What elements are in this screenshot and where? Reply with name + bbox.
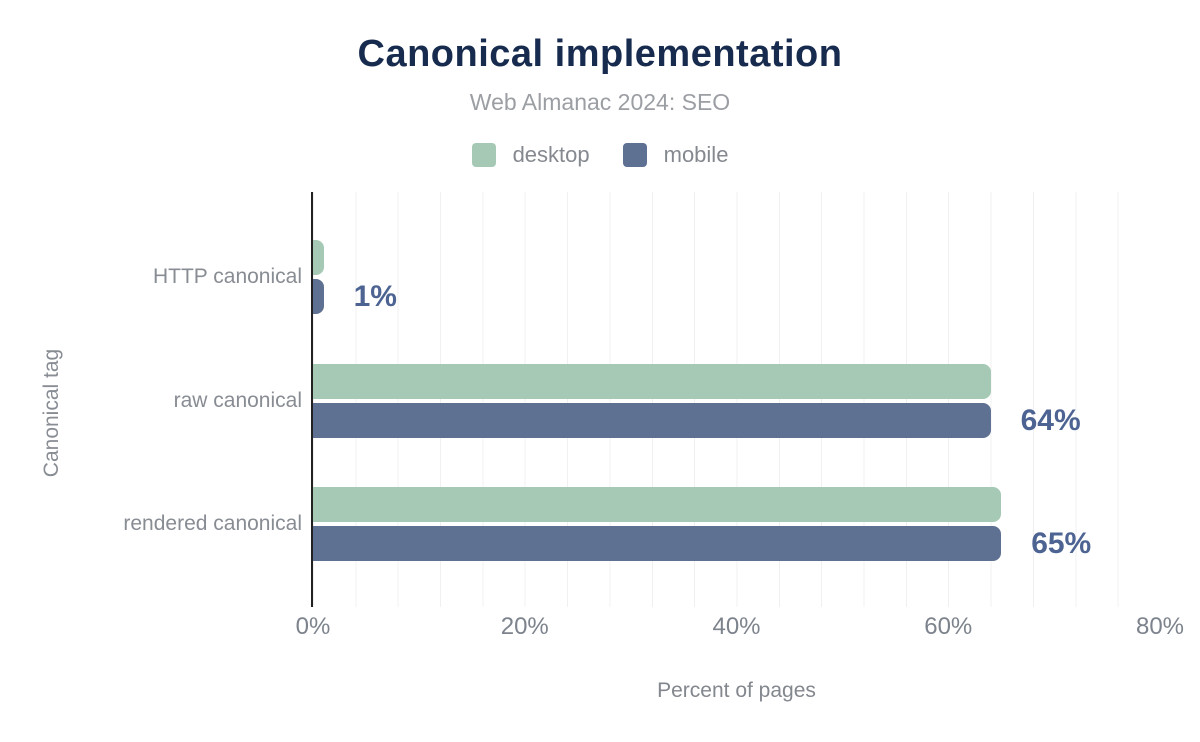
legend-label-mobile: mobile: [663, 142, 729, 167]
legend-item-desktop: desktop: [471, 142, 590, 168]
x-tick-label: 60%: [924, 613, 973, 640]
legend-item-mobile: mobile: [622, 142, 729, 168]
desktop-bar: [313, 363, 991, 399]
mobile-bar: [313, 402, 991, 438]
x-tick-label: 0%: [295, 613, 331, 640]
value-label: 65%: [1031, 527, 1092, 560]
y-axis-line: [311, 192, 313, 607]
chart-subtitle: Web Almanac 2024: SEO: [469, 89, 731, 115]
x-tick-label: 20%: [500, 613, 549, 640]
value-label: 1%: [353, 280, 397, 313]
bar-group: [313, 363, 1160, 438]
bar-group: [313, 487, 1160, 561]
value-label: 64%: [1020, 403, 1081, 437]
legend-label-desktop: desktop: [512, 142, 590, 167]
y-axis-title: Canonical tag: [40, 348, 63, 478]
category-label: rendered canonical: [123, 512, 302, 535]
mobile-bar: [313, 526, 1002, 561]
plot-area: 1% 64% 65%: [311, 192, 1160, 607]
x-tick-label: 40%: [712, 613, 761, 640]
category-label: HTTP canonical: [152, 265, 302, 288]
legend: desktop mobile: [0, 142, 1200, 168]
desktop-swatch-icon: [471, 143, 496, 167]
category-label: raw canonical: [173, 388, 302, 412]
mobile-swatch-icon: [622, 143, 647, 167]
chart-title: Canonical implementation: [357, 33, 843, 75]
bar-group: [313, 240, 1160, 314]
mobile-bar: [313, 279, 324, 314]
x-tick-label: 80%: [1135, 613, 1185, 640]
desktop-bar: [313, 240, 324, 275]
x-axis-title: Percent of pages: [657, 679, 816, 702]
desktop-bar: [313, 487, 1002, 522]
